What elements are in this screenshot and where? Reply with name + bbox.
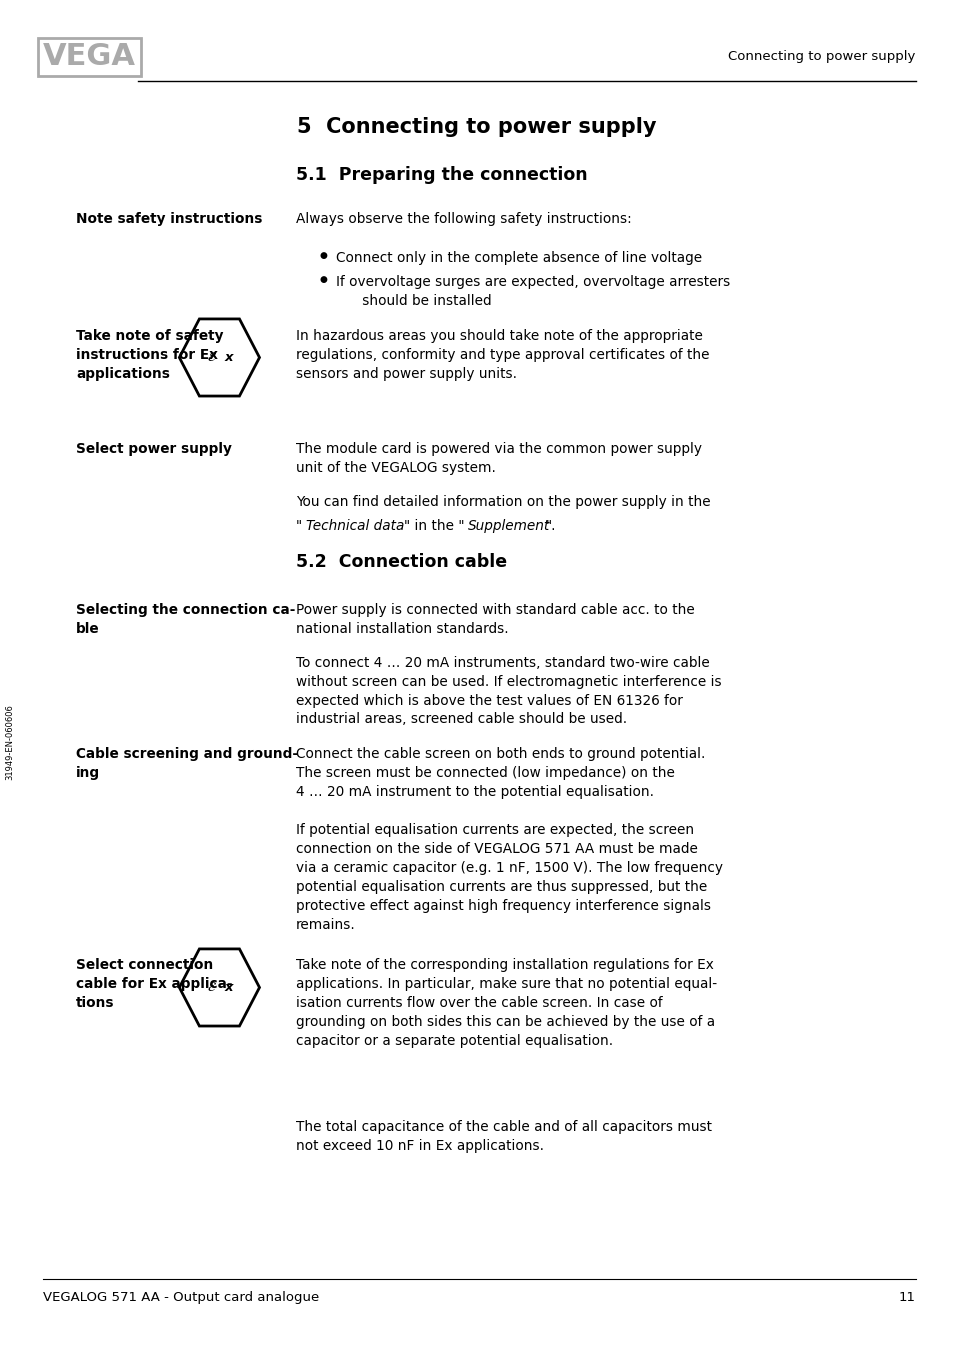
Text: " in the ": " in the " bbox=[404, 519, 464, 533]
Text: VEGA: VEGA bbox=[43, 42, 135, 71]
Text: $\mathcal{E}$: $\mathcal{E}$ bbox=[207, 351, 216, 364]
Text: If overvoltage surges are expected, overvoltage arresters
      should be instal: If overvoltage surges are expected, over… bbox=[335, 275, 729, 308]
Text: Select connection
cable for Ex applica-
tions: Select connection cable for Ex applica- … bbox=[76, 958, 233, 1009]
Text: ●: ● bbox=[319, 251, 327, 260]
Text: Supplement: Supplement bbox=[468, 519, 550, 533]
Text: 5.2  Connection cable: 5.2 Connection cable bbox=[295, 553, 506, 571]
Text: Select power supply: Select power supply bbox=[76, 442, 232, 456]
Text: Connect only in the complete absence of line voltage: Connect only in the complete absence of … bbox=[335, 251, 701, 264]
Text: 31949-EN-060606: 31949-EN-060606 bbox=[5, 704, 14, 780]
Text: Always observe the following safety instructions:: Always observe the following safety inst… bbox=[295, 212, 631, 225]
Text: The total capacitance of the cable and of all capacitors must
not exceed 10 nF i: The total capacitance of the cable and o… bbox=[295, 1120, 711, 1152]
Text: Note safety instructions: Note safety instructions bbox=[76, 212, 262, 225]
Text: In hazardous areas you should take note of the appropriate
regulations, conformi: In hazardous areas you should take note … bbox=[295, 329, 708, 380]
Text: Connect the cable screen on both ends to ground potential.
The screen must be co: Connect the cable screen on both ends to… bbox=[295, 747, 704, 799]
Text: Selecting the connection ca-
ble: Selecting the connection ca- ble bbox=[76, 603, 295, 635]
Text: The module card is powered via the common power supply
unit of the VEGALOG syste: The module card is powered via the commo… bbox=[295, 442, 701, 475]
Text: 5.1  Preparing the connection: 5.1 Preparing the connection bbox=[295, 166, 587, 183]
Text: Cable screening and ground-
ing: Cable screening and ground- ing bbox=[76, 747, 298, 780]
Text: Connecting to power supply: Connecting to power supply bbox=[728, 50, 915, 63]
Text: 11: 11 bbox=[898, 1291, 915, 1304]
Text: x: x bbox=[225, 981, 233, 994]
Text: 5  Connecting to power supply: 5 Connecting to power supply bbox=[297, 117, 656, 138]
Text: You can find detailed information on the power supply in the: You can find detailed information on the… bbox=[295, 495, 710, 509]
Text: To connect 4 … 20 mA instruments, standard two-wire cable
without screen can be : To connect 4 … 20 mA instruments, standa… bbox=[295, 656, 720, 727]
Text: Take note of safety
instructions for Ex
applications: Take note of safety instructions for Ex … bbox=[76, 329, 224, 380]
Text: Power supply is connected with standard cable acc. to the
national installation : Power supply is connected with standard … bbox=[295, 603, 694, 635]
Text: Take note of the corresponding installation regulations for Ex
applications. In : Take note of the corresponding installat… bbox=[295, 958, 716, 1048]
Text: ●: ● bbox=[319, 275, 327, 285]
Text: ".: ". bbox=[545, 519, 556, 533]
Text: x: x bbox=[225, 351, 233, 364]
Text: VEGALOG 571 AA - Output card analogue: VEGALOG 571 AA - Output card analogue bbox=[43, 1291, 319, 1304]
Text: $\mathcal{E}$: $\mathcal{E}$ bbox=[207, 981, 216, 994]
Text: ": " bbox=[295, 519, 301, 533]
Text: If potential equalisation currents are expected, the screen
connection on the si: If potential equalisation currents are e… bbox=[295, 823, 722, 932]
Text: Technical data: Technical data bbox=[306, 519, 404, 533]
